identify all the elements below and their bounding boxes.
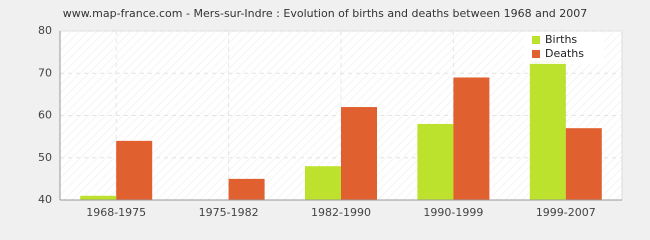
bar xyxy=(417,123,454,200)
y-tick-label: 40 xyxy=(38,193,52,206)
bar xyxy=(529,60,566,201)
chart-title: www.map-france.com - Mers-sur-Indre : Ev… xyxy=(63,7,588,20)
legend-label: Deaths xyxy=(545,47,584,60)
bar xyxy=(80,195,117,200)
x-tick-label: 1968-1975 xyxy=(86,206,146,219)
y-tick-label: 80 xyxy=(38,24,52,37)
y-tick-label: 50 xyxy=(38,151,52,164)
bar xyxy=(565,128,602,200)
bar xyxy=(228,178,265,200)
bar xyxy=(341,107,377,200)
legend-swatch xyxy=(532,50,540,58)
bar xyxy=(305,166,341,200)
legend-swatch xyxy=(532,36,540,44)
legend-label: Births xyxy=(545,33,577,46)
x-tick-label: 1975-1982 xyxy=(199,206,259,219)
y-tick-label: 70 xyxy=(38,66,52,79)
x-tick-label: 1990-1999 xyxy=(423,206,483,219)
bar xyxy=(453,77,490,200)
x-tick-label: 1999-2007 xyxy=(536,206,596,219)
chart: www.map-france.com - Mers-sur-Indre : Ev… xyxy=(38,7,623,219)
y-tick-label: 60 xyxy=(38,109,52,122)
x-tick-label: 1982-1990 xyxy=(311,206,371,219)
bar xyxy=(116,140,153,200)
